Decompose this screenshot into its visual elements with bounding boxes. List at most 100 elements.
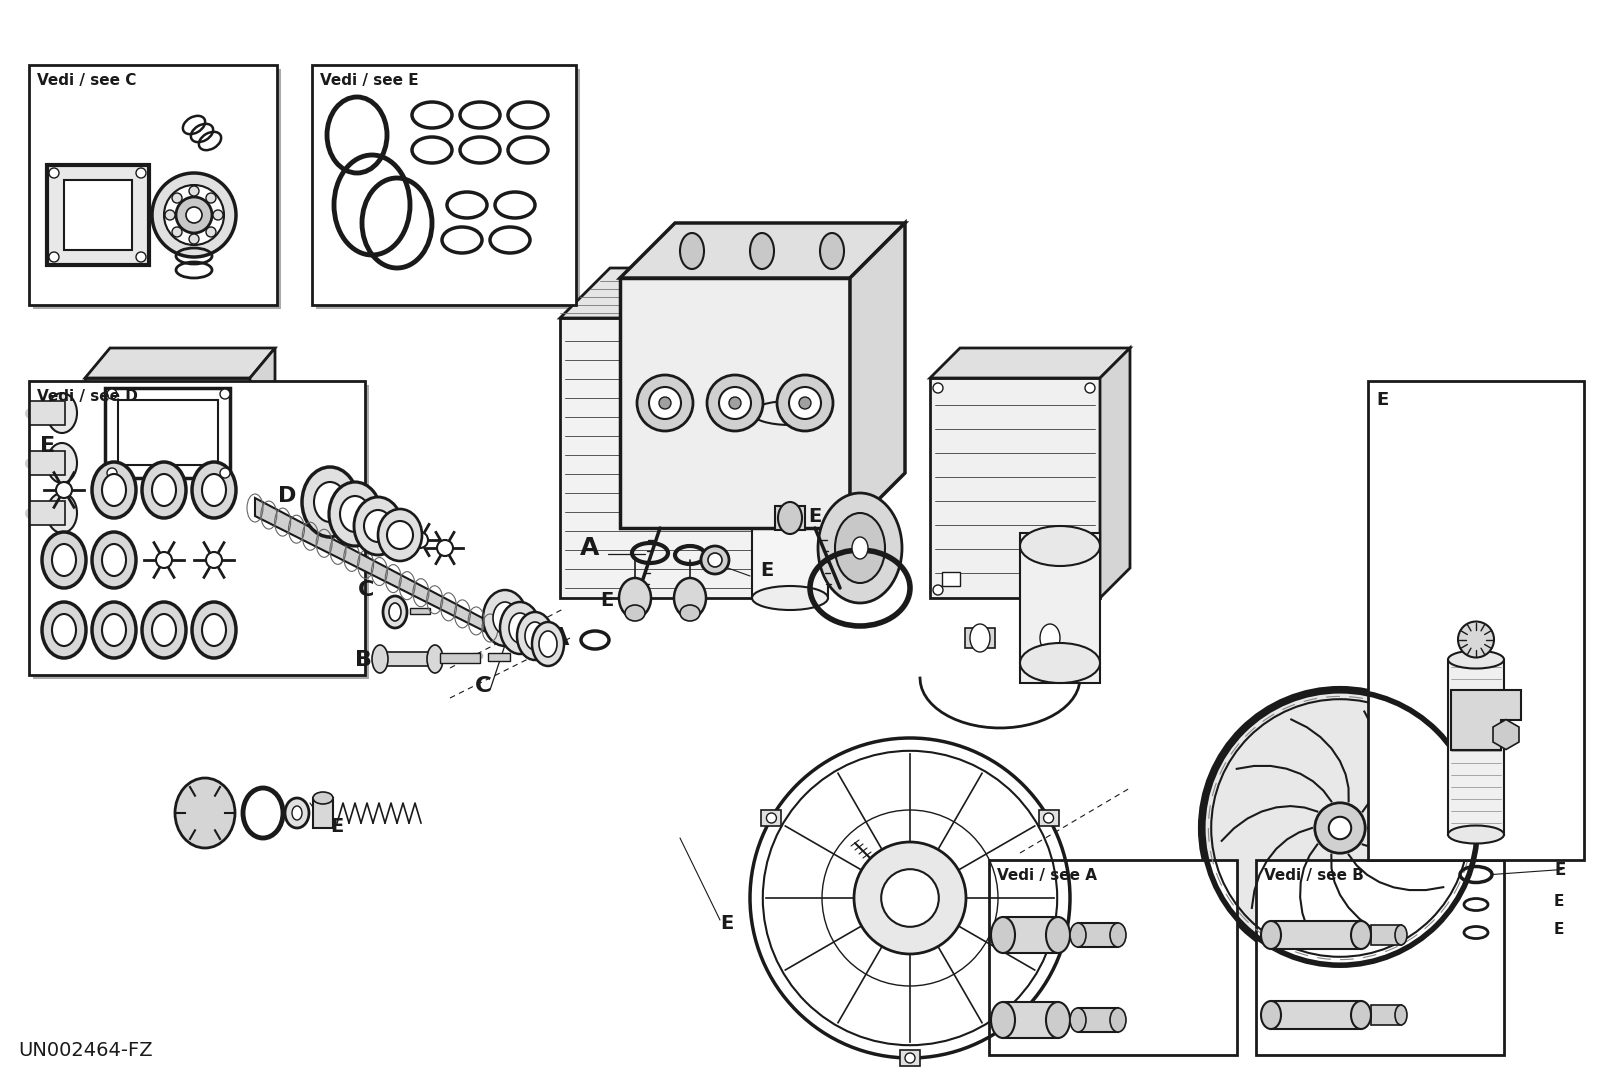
Ellipse shape (93, 602, 136, 658)
Ellipse shape (1350, 1001, 1371, 1029)
Ellipse shape (152, 614, 176, 646)
Ellipse shape (990, 1002, 1014, 1038)
Circle shape (50, 168, 59, 178)
Ellipse shape (365, 510, 392, 542)
Circle shape (206, 227, 216, 237)
Ellipse shape (1261, 1001, 1282, 1029)
Ellipse shape (152, 474, 176, 506)
Text: C: C (358, 580, 374, 599)
Ellipse shape (1021, 526, 1101, 566)
Ellipse shape (142, 462, 186, 518)
Circle shape (1458, 621, 1494, 657)
Ellipse shape (1110, 923, 1126, 947)
Bar (1270, 922, 1362, 949)
Bar (317, 70, 579, 309)
Circle shape (56, 482, 72, 498)
Circle shape (152, 173, 237, 257)
Circle shape (1043, 813, 1053, 823)
Circle shape (789, 387, 821, 419)
Bar (29, 381, 365, 675)
Polygon shape (1451, 690, 1522, 750)
Bar (1078, 923, 1118, 947)
Ellipse shape (339, 496, 370, 532)
Bar (899, 1050, 920, 1066)
Ellipse shape (202, 614, 226, 646)
Circle shape (1328, 817, 1350, 839)
Ellipse shape (818, 493, 902, 603)
Text: Vedi / see E: Vedi / see E (320, 73, 419, 88)
Ellipse shape (1448, 826, 1504, 843)
Bar (410, 608, 430, 614)
Bar (1038, 809, 1059, 826)
Circle shape (221, 468, 230, 478)
Ellipse shape (354, 497, 402, 555)
Ellipse shape (674, 578, 706, 618)
Ellipse shape (46, 493, 77, 533)
Circle shape (213, 210, 222, 220)
Ellipse shape (1395, 925, 1406, 945)
Bar (774, 506, 805, 530)
Polygon shape (560, 268, 850, 318)
Polygon shape (254, 498, 490, 634)
Ellipse shape (51, 544, 77, 576)
Circle shape (173, 193, 182, 203)
Polygon shape (560, 318, 800, 598)
Circle shape (1085, 585, 1094, 595)
Circle shape (189, 234, 198, 244)
Ellipse shape (42, 532, 86, 588)
Ellipse shape (427, 645, 443, 673)
Text: E: E (720, 914, 733, 934)
Ellipse shape (517, 611, 554, 660)
Text: C: C (475, 676, 491, 696)
Text: A: A (550, 626, 570, 650)
Bar (752, 413, 829, 598)
Ellipse shape (1110, 1007, 1126, 1033)
Circle shape (413, 532, 429, 548)
Ellipse shape (1070, 1007, 1086, 1033)
Polygon shape (621, 223, 906, 279)
Bar (1021, 533, 1101, 683)
Circle shape (221, 390, 230, 399)
Bar (1448, 659, 1504, 834)
Text: E: E (40, 436, 54, 456)
Text: E: E (808, 507, 821, 526)
Text: E: E (330, 817, 344, 836)
Ellipse shape (1261, 922, 1282, 949)
Ellipse shape (1046, 1002, 1070, 1038)
Bar (1003, 917, 1058, 953)
Text: Vedi / see B: Vedi / see B (1264, 867, 1363, 882)
Ellipse shape (1350, 922, 1371, 949)
Circle shape (157, 552, 173, 568)
Ellipse shape (387, 521, 413, 549)
Circle shape (206, 193, 216, 203)
Polygon shape (800, 268, 850, 598)
Text: E: E (1554, 861, 1565, 878)
Circle shape (437, 540, 453, 556)
Text: Vedi / see A: Vedi / see A (997, 867, 1098, 882)
Ellipse shape (102, 614, 126, 646)
Circle shape (176, 197, 211, 233)
Bar (989, 860, 1237, 1055)
Ellipse shape (752, 401, 829, 425)
Ellipse shape (851, 537, 867, 559)
Text: E: E (1376, 391, 1389, 409)
Circle shape (707, 553, 722, 567)
Circle shape (650, 387, 682, 419)
Ellipse shape (93, 532, 136, 588)
Text: B: B (355, 650, 371, 670)
Bar (32, 385, 368, 679)
Ellipse shape (371, 645, 387, 673)
Bar (1035, 628, 1066, 648)
Polygon shape (250, 348, 275, 528)
Ellipse shape (51, 614, 77, 646)
Ellipse shape (1448, 651, 1504, 668)
Ellipse shape (192, 602, 237, 658)
Ellipse shape (330, 482, 381, 546)
Ellipse shape (752, 586, 829, 610)
Bar (30, 500, 66, 526)
Polygon shape (64, 180, 131, 250)
Bar (1371, 925, 1402, 945)
Bar (381, 652, 435, 666)
Ellipse shape (499, 602, 541, 654)
Bar (965, 628, 995, 648)
